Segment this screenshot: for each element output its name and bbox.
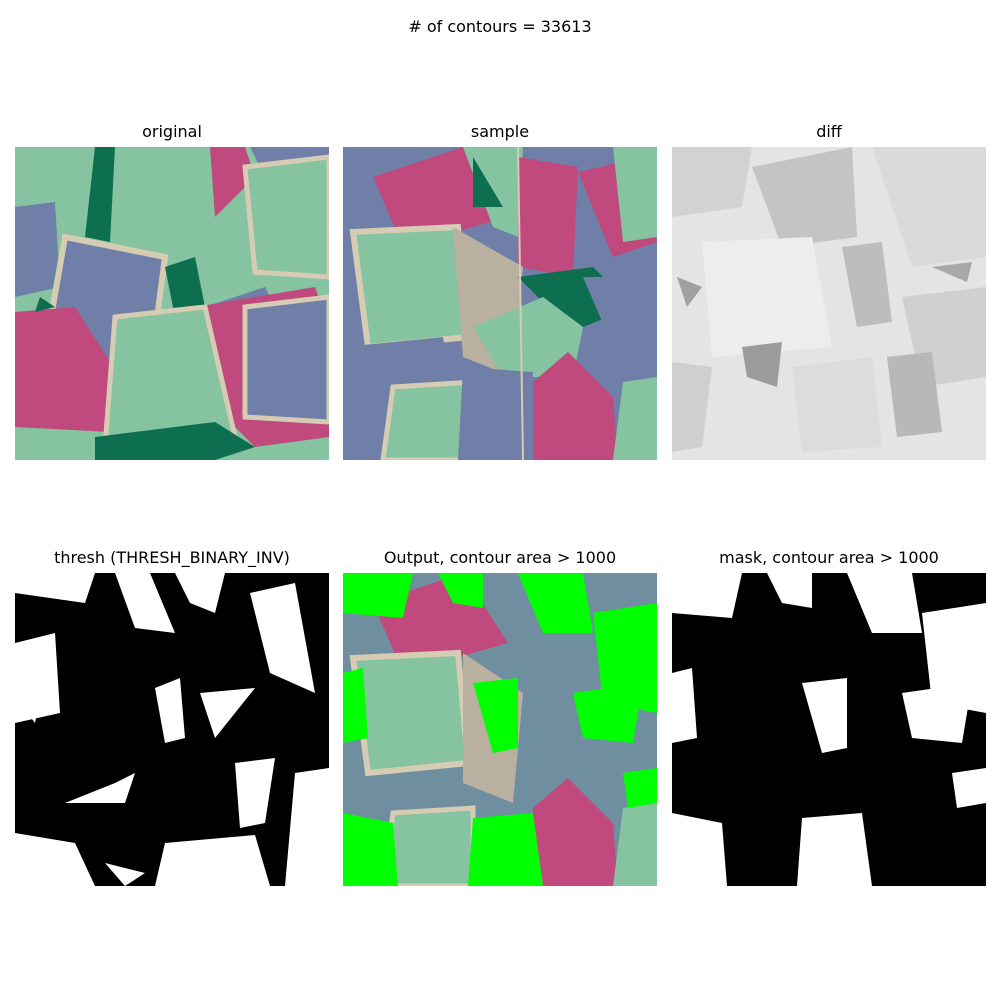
panel-title-mask: mask, contour area > 1000	[719, 548, 939, 567]
panel-title-sample: sample	[470, 122, 530, 141]
sample-image	[343, 147, 657, 460]
figure-suptitle: # of contours = 33613	[408, 17, 592, 36]
thresh-image	[15, 573, 329, 886]
original-image	[15, 147, 329, 460]
panel-title-diff: diff	[816, 122, 842, 141]
diff-image	[672, 147, 986, 460]
output-image	[343, 573, 657, 886]
panel-title-output: Output, contour area > 1000	[383, 548, 617, 567]
panel-title-thresh: thresh (THRESH_BINARY_INV)	[54, 548, 290, 567]
panel-title-original: original	[142, 122, 202, 141]
mask-image	[672, 573, 986, 886]
